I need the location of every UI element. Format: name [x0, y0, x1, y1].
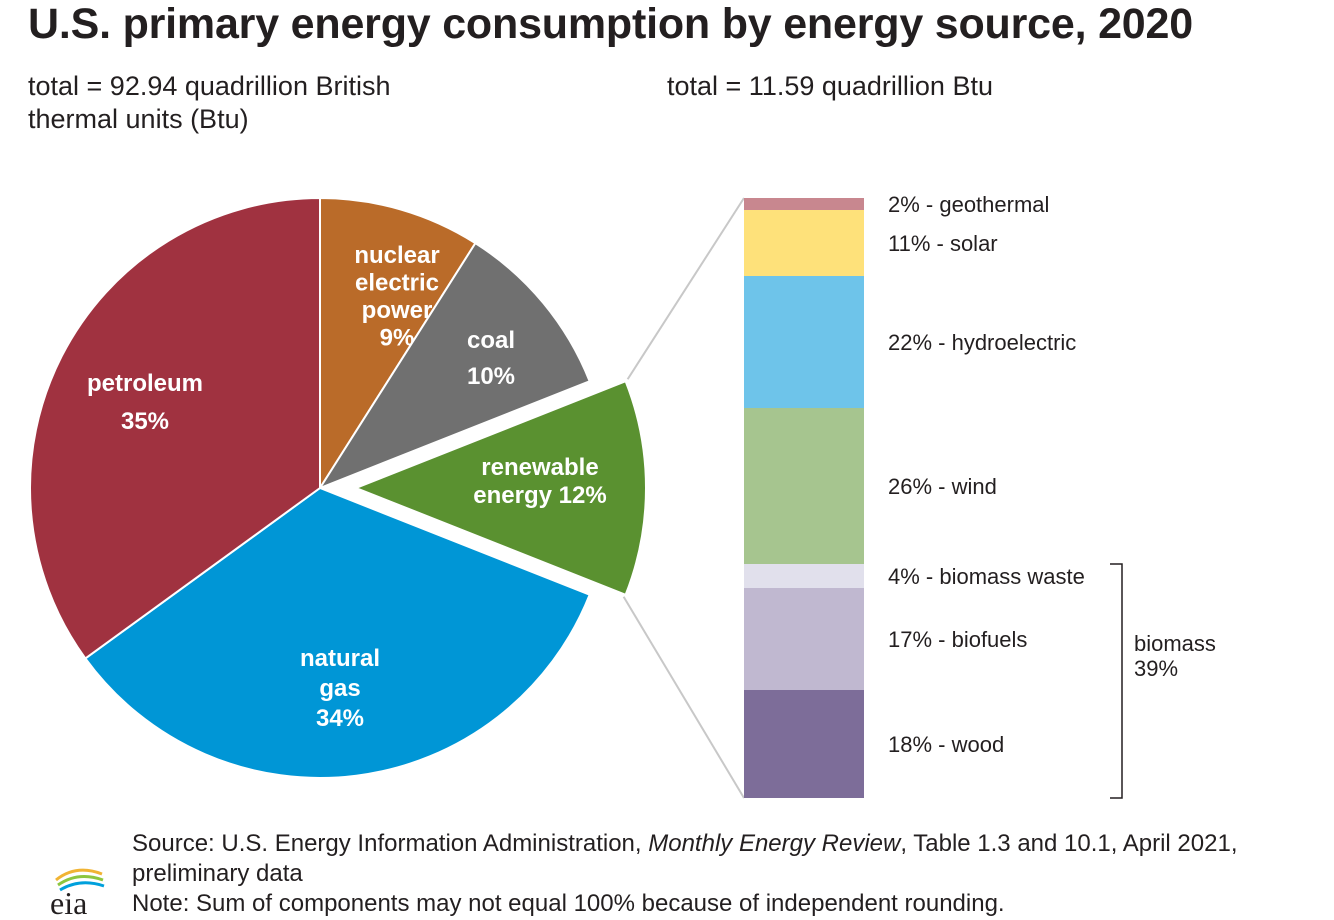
bar-segment-biofuels: [744, 588, 864, 690]
source-note: Source: U.S. Energy Information Administ…: [132, 829, 1322, 919]
pie-label-renewable: renewable energy 12%: [473, 454, 606, 509]
biomass-bracket: [1110, 563, 1123, 799]
stacked-bar-chart: 2% - geothermal 11% - solar 22% - hydroele…: [744, 192, 1216, 799]
bar-total-label: total = 11.59 quadrillion Btu: [667, 71, 993, 101]
rounding-note: Note: Sum of components may not equal 10…: [132, 890, 1005, 917]
source-suffix: , Table 1.3 and 10.1, April 2021, prelim…: [132, 830, 1238, 887]
source-line: Source: U.S. Energy Information Administ…: [132, 829, 1322, 889]
connector-lines: [622, 197, 745, 799]
bar-label-biomass-waste: 4% - biomass waste: [888, 564, 1085, 589]
pie-slice-natural-gas: [84, 487, 591, 779]
bar-segment-geothermal: [744, 198, 864, 210]
bar-segment-wind: [744, 408, 864, 564]
bar-label-hydroelectric: 22% - hydroelectric: [888, 330, 1076, 355]
bar-label-biofuels: 17% - biofuels: [888, 627, 1027, 652]
connector-line-bottom: [622, 596, 745, 799]
bar-segment-biomass-waste: [744, 564, 864, 588]
biomass-group-label: biomass 39%: [1134, 631, 1216, 681]
bar-label-wind: 26% - wind: [888, 474, 997, 499]
bar-label-wood: 18% - wood: [888, 732, 1004, 757]
pie-slice-coal: [319, 242, 591, 489]
bar-segment-solar: [744, 210, 864, 276]
connector-line-top: [626, 197, 745, 380]
pie-chart: nuclear electric power 9% coal 10%renewable en…: [29, 197, 647, 779]
bar-label-geothermal: 2% - geothermal: [888, 192, 1049, 217]
eia-logo-text: eia: [50, 885, 87, 918]
pie-slice-petroleum: [29, 197, 321, 660]
eia-logo: eia: [50, 868, 105, 918]
bar-segment-wood: [744, 690, 864, 798]
pie-label-coal: coal 10%: [467, 327, 515, 390]
source-prefix: Source: U.S. Energy Information Administ…: [132, 830, 649, 857]
pie-label-natural-gas: natural gas 34%: [300, 645, 380, 732]
chart-title: U.S. primary energy consumption by energ…: [28, 0, 1193, 48]
pie-total-label: total = 92.94 quadrillion British therma…: [28, 71, 391, 134]
pie-label-petroleum: petroleum 35%: [87, 370, 203, 435]
bar-label-solar: 11% - solar: [888, 231, 998, 256]
pie-slice-renewable: [355, 380, 647, 596]
bar-segment-hydroelectric: [744, 276, 864, 408]
source-publication: Monthly Energy Review: [648, 830, 901, 857]
pie-slice-nuclear: [319, 197, 477, 489]
